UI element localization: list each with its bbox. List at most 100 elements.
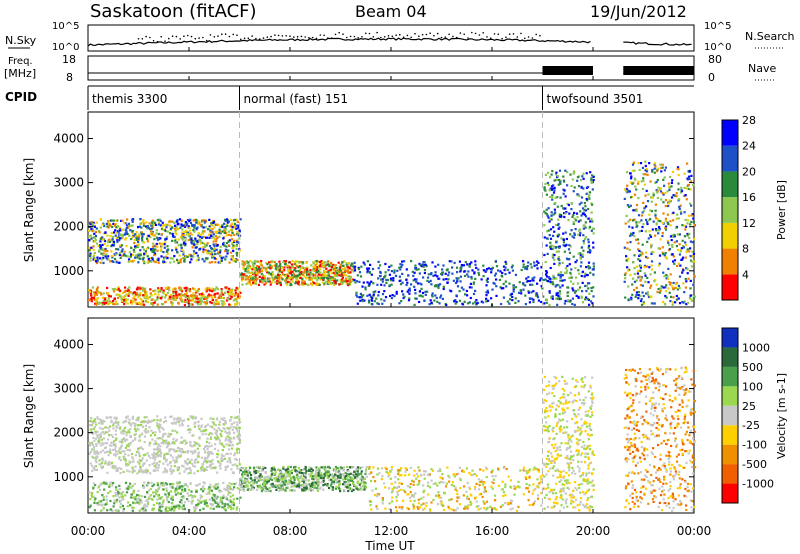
data-cell (407, 274, 410, 277)
data-cell (336, 269, 340, 272)
cpid-panel: CPID themis 3300 normal (fast) 151 twofsou… (5, 85, 694, 110)
data-cell (681, 224, 684, 227)
data-cell (124, 426, 127, 429)
radar-title: Saskatoon (fitACF) (90, 1, 257, 22)
data-cell (224, 488, 227, 491)
data-cell (644, 230, 647, 233)
data-cell (114, 229, 117, 232)
data-cell (678, 243, 681, 246)
data-cell (115, 425, 118, 428)
data-cell (524, 284, 527, 287)
data-cell (562, 238, 565, 241)
data-cell (352, 270, 355, 273)
data-cell (225, 255, 228, 258)
data-cell (341, 282, 344, 285)
data-cell (179, 419, 182, 422)
data-cell (133, 425, 137, 428)
data-cell (683, 291, 686, 294)
data-cell (527, 290, 530, 293)
data-cell (160, 243, 163, 247)
data-cell (209, 437, 212, 440)
data-cell (92, 258, 95, 261)
data-cell (159, 445, 162, 448)
data-cell (181, 238, 184, 241)
data-cell (638, 249, 641, 252)
data-cell (553, 230, 556, 233)
data-cell (181, 419, 184, 422)
data-cell (532, 290, 535, 293)
data-cell (100, 483, 103, 486)
data-cell (190, 458, 193, 461)
data-cell (653, 280, 656, 283)
data-cell (225, 249, 228, 252)
data-cell (247, 261, 250, 264)
data-cell (100, 500, 103, 503)
data-cell (182, 241, 186, 244)
data-cell (119, 441, 123, 444)
data-cell (130, 486, 133, 489)
data-cell (223, 222, 226, 225)
data-cell (209, 464, 212, 467)
data-cell (104, 462, 107, 465)
data-cell (235, 426, 238, 429)
data-cell (93, 254, 96, 257)
data-cell (159, 289, 162, 292)
data-cell (196, 470, 199, 473)
data-cell (126, 224, 129, 227)
data-cell (661, 221, 664, 224)
data-cell (584, 215, 588, 218)
data-cell (664, 205, 667, 208)
data-cell (469, 282, 472, 285)
data-cell (162, 289, 165, 292)
data-cell (592, 175, 595, 178)
data-cell (122, 298, 126, 302)
data-cell (585, 172, 588, 175)
data-cell (258, 275, 261, 278)
data-cell (92, 221, 95, 224)
beam-title: Beam 04 (355, 2, 427, 21)
data-cell (149, 260, 152, 263)
data-cell (124, 481, 128, 484)
data-cell (546, 181, 549, 185)
data-cell (223, 302, 226, 305)
colorbar-cell (722, 248, 738, 275)
data-cell (125, 232, 128, 235)
data-cell (459, 267, 462, 270)
data-cell (134, 438, 137, 441)
data-cell (211, 462, 214, 465)
data-cell (508, 302, 511, 305)
data-cell (169, 469, 172, 472)
data-cell (554, 285, 557, 288)
data-cell (208, 441, 211, 445)
data-cell (341, 276, 344, 279)
data-cell (208, 293, 211, 296)
data-cell (224, 286, 227, 289)
data-cell (624, 222, 627, 225)
data-cell (563, 189, 566, 192)
data-cell (179, 441, 182, 444)
data-cell (490, 297, 493, 300)
data-cell (91, 469, 94, 473)
data-cell (214, 243, 218, 246)
data-cell (487, 299, 490, 302)
data-cell (573, 291, 577, 294)
data-cell (576, 193, 579, 196)
data-cell (93, 452, 96, 455)
data-cell (164, 493, 167, 496)
data-cell (639, 294, 642, 297)
data-cell (138, 234, 141, 237)
data-cell (231, 444, 234, 447)
data-cell (218, 428, 222, 431)
data-cell (118, 484, 121, 487)
data-cell (235, 254, 239, 257)
data-cell (213, 289, 216, 292)
data-cell (113, 440, 116, 443)
data-cell (584, 236, 587, 239)
data-cell (226, 431, 229, 435)
data-cell (110, 231, 113, 235)
data-cell (642, 223, 645, 226)
data-cell (669, 175, 672, 179)
data-cell (95, 443, 98, 446)
data-cell (122, 296, 125, 299)
data-cell (577, 296, 580, 299)
